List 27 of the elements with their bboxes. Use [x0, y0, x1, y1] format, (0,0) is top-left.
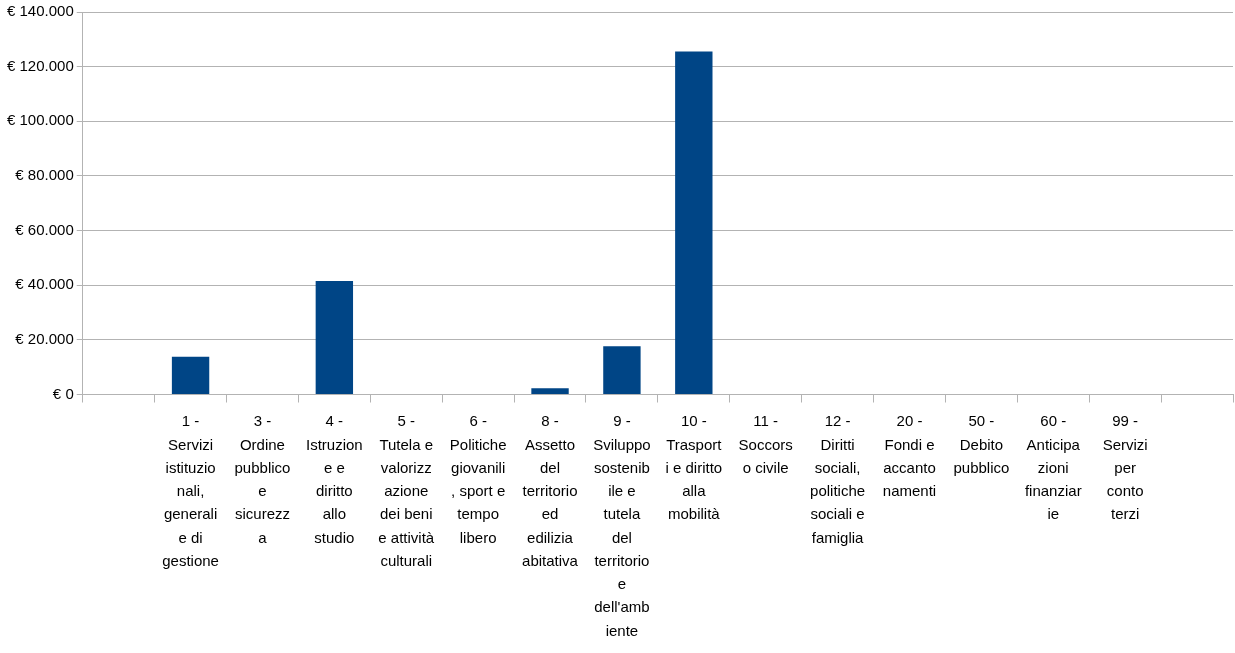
- x-tick-label: 10 - Trasporti e diritto alla mobilità: [665, 412, 723, 523]
- x-tick-label: 5 - Tutela e valorizzazione dei beni e attività culturali: [378, 412, 435, 569]
- y-tick-label: € 120.000: [7, 56, 74, 74]
- x-tick-label: 20 - Fondi e accantonamenti: [882, 412, 937, 500]
- y-tick-label: € 140.000: [7, 2, 74, 20]
- bar: [171, 356, 210, 394]
- bar: [675, 51, 713, 394]
- y-tick-label: € 80.000: [15, 166, 74, 184]
- y-tick-label: € 60.000: [15, 220, 74, 238]
- x-tick-label: 99 - Servizi per conto terzi: [1102, 412, 1148, 523]
- x-tick-label: 8 - Assetto del territorio ed edilizia abitativa: [522, 412, 579, 569]
- x-tick-label: 3 - Ordine pubblico e sicurezza: [234, 412, 291, 546]
- bar: [603, 346, 641, 394]
- y-tick-label: € 100.000: [7, 111, 74, 129]
- x-tick-label: 11 - Soccorso civile: [738, 412, 793, 476]
- x-tick-label: 6 - Politiche giovanili, sport e tempo libero: [449, 412, 507, 546]
- y-tick-label: € 0: [52, 384, 74, 402]
- y-tick-label: € 20.000: [15, 330, 74, 347]
- x-tick-label: 4 - Istruzione e diritto allo studio: [306, 412, 363, 546]
- x-tick-label: 1 - Servizi istituzionali, generali e di gestione: [162, 412, 219, 569]
- y-tick-label: € 40.000: [15, 275, 74, 293]
- x-tick-label: 60 - Anticipazioni finanziarie: [1024, 412, 1082, 523]
- x-tick-label: 50 - Debito pubblico: [953, 412, 1010, 476]
- bar: [315, 281, 354, 394]
- category-label: 9 - Sviluppo sostenibile e tutela del territorio e dell'ambiente: [593, 412, 651, 639]
- x-tick-label: 12 - Diritti sociali, politiche sociali e famiglia: [810, 412, 866, 546]
- bar: [531, 388, 569, 394]
